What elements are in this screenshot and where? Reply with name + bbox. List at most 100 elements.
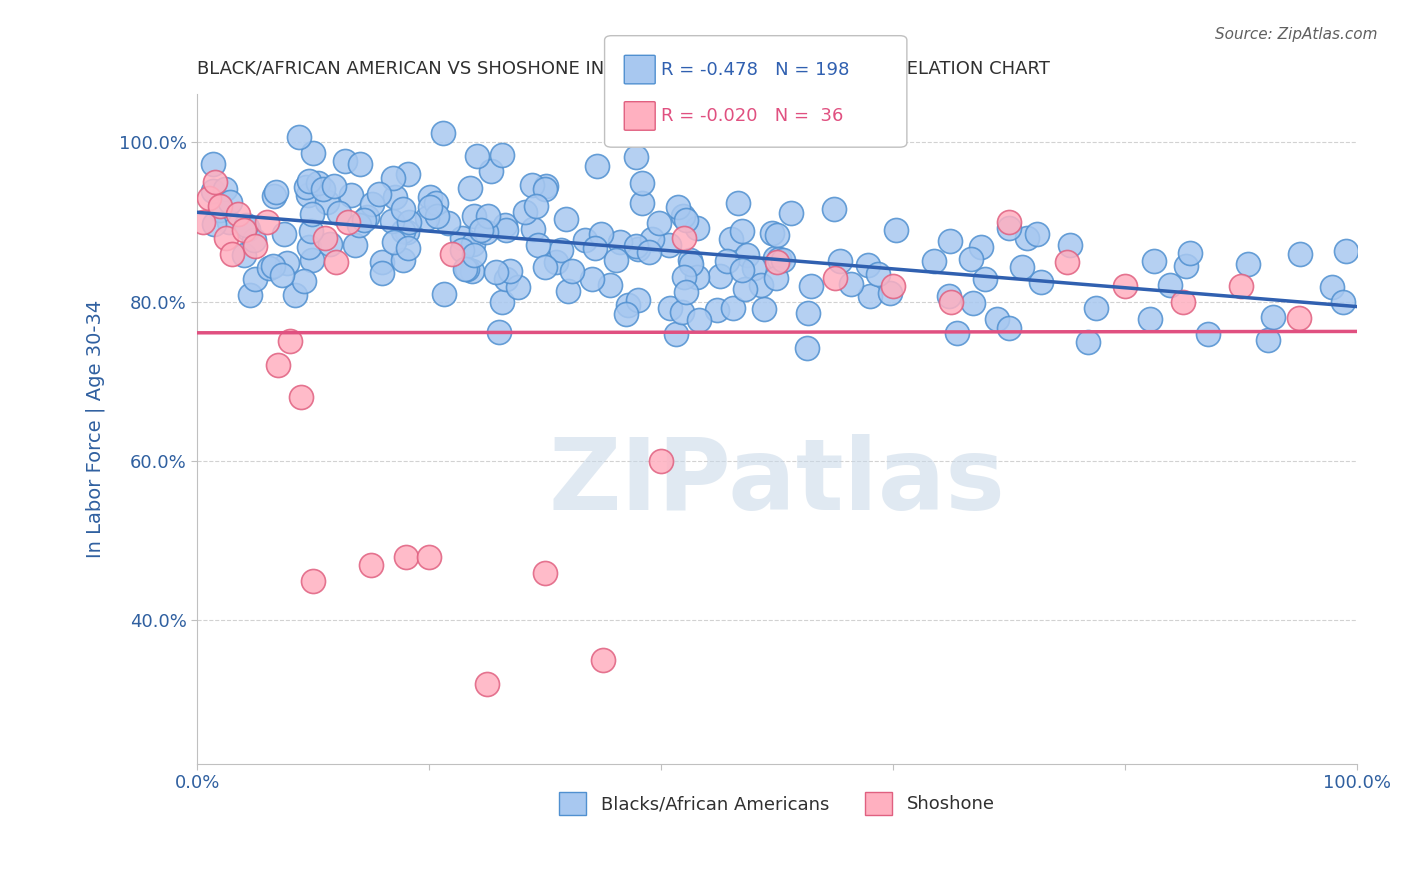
Point (749, 278, 772, 293)
Point (720, 232, 742, 246)
Point (384, 189, 406, 203)
Point (599, 277, 621, 292)
Point (259, 260, 281, 275)
Point (856, 259, 879, 273)
Point (1236, 257, 1258, 271)
Point (202, 217, 225, 231)
Point (609, 235, 631, 249)
Point (451, 243, 474, 257)
Point (243, 272, 266, 286)
Y-axis label: In Labor Force | Age 30-34: In Labor Force | Age 30-34 (86, 300, 105, 558)
Point (647, 216, 669, 230)
Point (1198, 327, 1220, 342)
Point (301, 207, 323, 221)
Point (333, 153, 356, 168)
Point (347, 218, 370, 232)
Point (197, 191, 219, 205)
Point (585, 160, 607, 174)
Point (681, 257, 703, 271)
Point (768, 252, 790, 267)
Point (614, 307, 637, 321)
Point (392, 202, 415, 216)
Point (716, 254, 738, 268)
Point (627, 293, 650, 307)
Point (761, 226, 783, 240)
Legend: Blacks/African Americans, Shoshone: Blacks/African Americans, Shoshone (553, 785, 1002, 822)
Point (678, 252, 700, 267)
Point (526, 238, 548, 252)
Point (659, 301, 682, 316)
Point (298, 240, 321, 254)
Point (858, 289, 880, 303)
Point (485, 265, 508, 279)
Point (686, 270, 709, 285)
Point (1257, 333, 1279, 347)
Point (939, 235, 962, 249)
Point (673, 231, 696, 245)
Point (425, 195, 447, 210)
Point (998, 321, 1021, 335)
Point (267, 359, 290, 373)
Point (243, 239, 266, 253)
Point (744, 260, 766, 275)
Point (616, 297, 638, 311)
Point (675, 213, 697, 227)
Point (218, 194, 240, 209)
Point (235, 218, 257, 232)
Point (191, 215, 214, 229)
Point (1288, 310, 1310, 325)
Point (624, 150, 647, 164)
Point (796, 342, 818, 356)
Point (270, 268, 292, 282)
Point (475, 677, 498, 691)
Point (215, 231, 238, 245)
Point (1322, 280, 1344, 294)
Point (772, 253, 794, 268)
Point (1059, 238, 1081, 252)
Point (479, 163, 502, 178)
Point (419, 190, 441, 204)
Point (382, 171, 405, 186)
Point (946, 326, 969, 340)
Point (436, 216, 458, 230)
Point (727, 195, 749, 210)
Point (939, 294, 962, 309)
Point (488, 325, 510, 339)
Point (314, 231, 336, 245)
Point (1288, 246, 1310, 260)
Point (295, 180, 318, 194)
Point (336, 215, 359, 229)
Point (986, 312, 1008, 326)
Point (475, 225, 498, 239)
Point (239, 287, 262, 301)
Point (879, 285, 901, 300)
Point (1230, 278, 1253, 293)
Point (419, 200, 441, 214)
Point (328, 206, 350, 220)
Point (766, 254, 789, 268)
Point (214, 182, 236, 196)
Point (463, 248, 485, 262)
Point (706, 302, 728, 317)
Point (256, 215, 278, 229)
Point (671, 305, 693, 319)
Point (201, 184, 224, 198)
Point (396, 167, 419, 181)
Point (433, 287, 456, 301)
Point (307, 176, 329, 190)
Point (998, 215, 1021, 229)
Point (797, 306, 820, 320)
Point (392, 253, 415, 268)
Point (650, 454, 672, 468)
Point (534, 181, 557, 195)
Point (731, 224, 754, 238)
Point (513, 205, 536, 219)
Point (353, 212, 375, 227)
Point (263, 189, 285, 203)
Point (301, 252, 323, 267)
Point (1171, 294, 1194, 309)
Point (426, 209, 449, 223)
Point (824, 270, 846, 285)
Point (1334, 244, 1357, 259)
Point (278, 334, 301, 349)
